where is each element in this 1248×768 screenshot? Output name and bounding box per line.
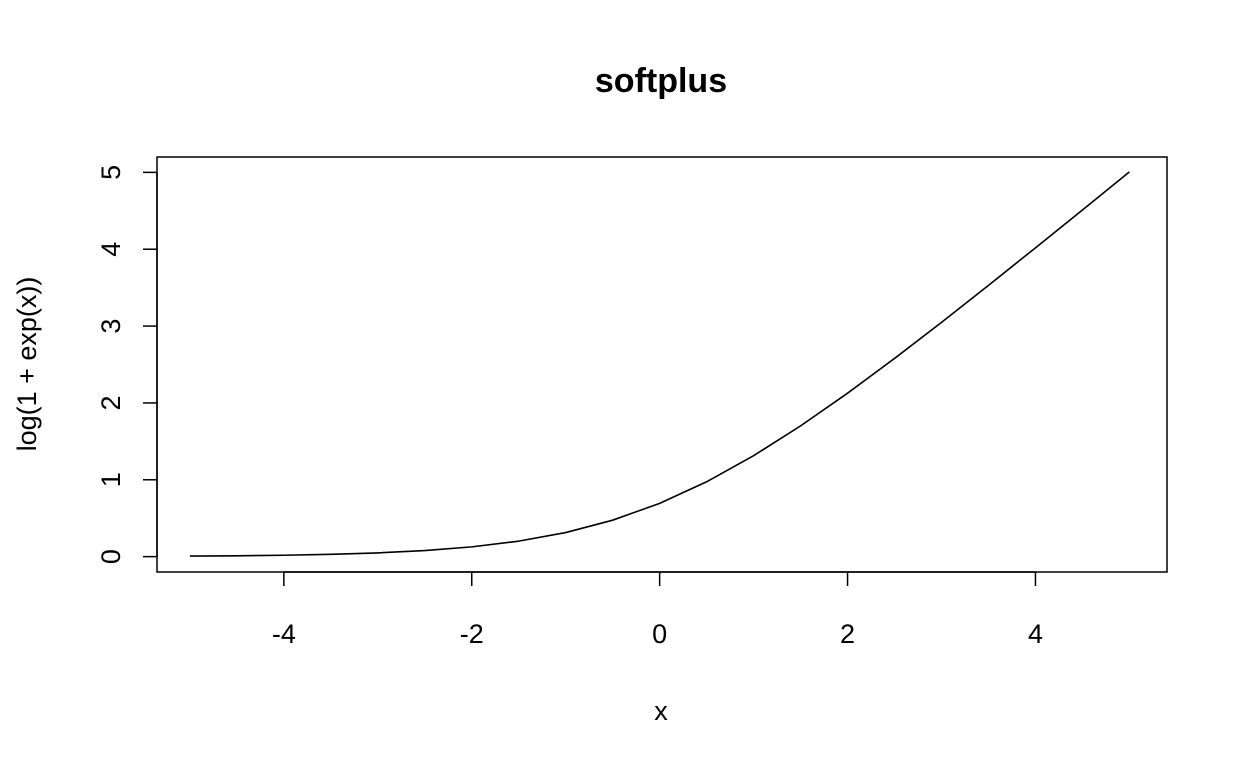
x-tick-label: -2 <box>460 619 484 649</box>
y-axis: 0 1 2 3 4 5 <box>96 165 158 564</box>
chart-title: softplus <box>595 62 727 100</box>
x-tick-label: 2 <box>840 619 855 649</box>
y-tick-label: 4 <box>96 242 126 257</box>
x-tick-label: 0 <box>652 619 667 649</box>
series-layer <box>189 171 1130 557</box>
y-tick-label: 2 <box>96 395 126 410</box>
y-tick-label: 5 <box>96 165 126 180</box>
x-tick-label: -4 <box>272 619 296 649</box>
y-tick-label: 0 <box>96 549 126 564</box>
y-tick-label: 1 <box>96 472 126 487</box>
y-axis-label: log(1 + exp(x)) <box>12 277 42 452</box>
plot-frame <box>156 156 1168 573</box>
x-tick-label: 4 <box>1028 619 1043 649</box>
x-axis-label: x <box>654 696 668 726</box>
x-axis: -4 -2 0 2 4 <box>272 571 1043 649</box>
y-tick-label: 3 <box>96 319 126 334</box>
series-line <box>189 171 1130 557</box>
